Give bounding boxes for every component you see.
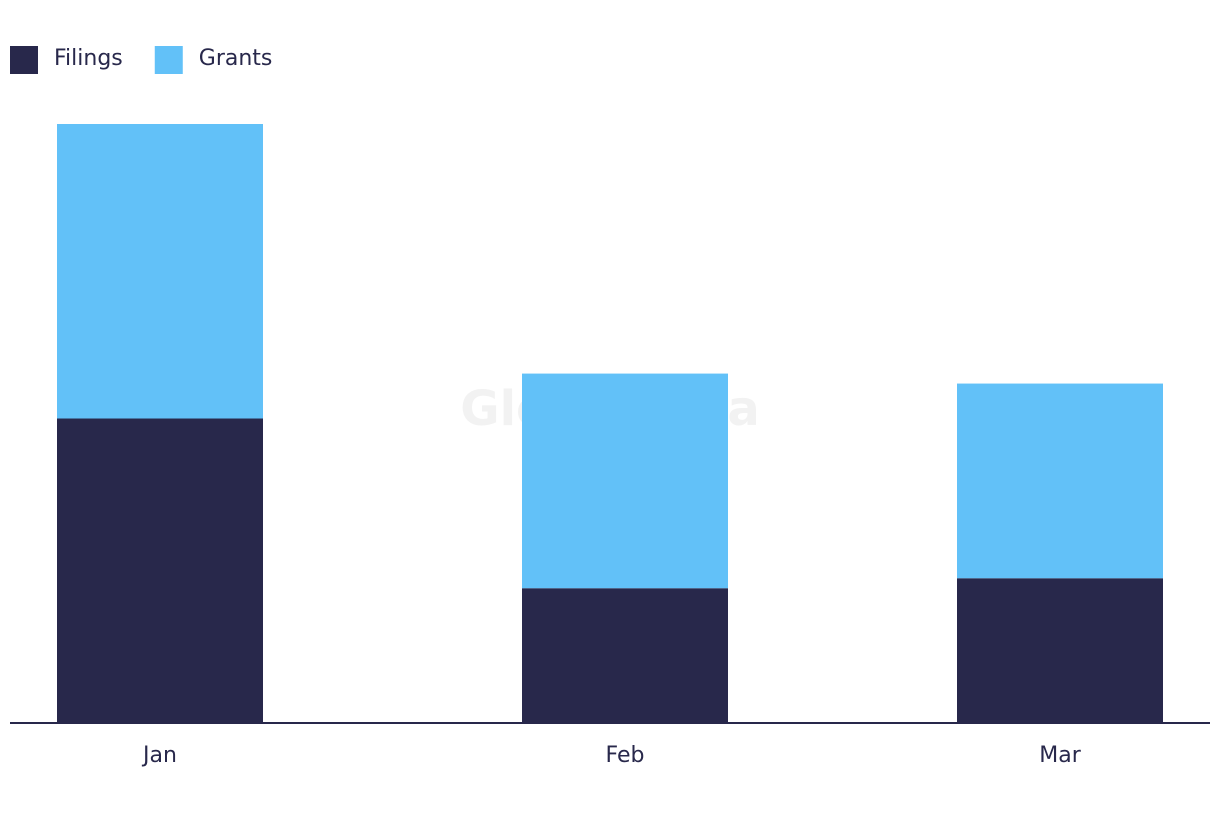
legend-swatch	[10, 46, 38, 74]
bar-segment	[57, 418, 263, 723]
x-tick-label: Mar	[1039, 743, 1081, 768]
legend-label: Grants	[199, 46, 273, 71]
bar-segment	[522, 588, 728, 723]
bar-segment	[522, 373, 728, 589]
bar-segment	[957, 578, 1163, 723]
x-tick-label: Jan	[141, 743, 177, 768]
bar-segment	[957, 383, 1163, 579]
legend-label: Filings	[54, 46, 123, 71]
x-tick-label: Feb	[606, 743, 645, 768]
bar-segment	[57, 124, 263, 419]
legend-swatch	[154, 46, 183, 74]
